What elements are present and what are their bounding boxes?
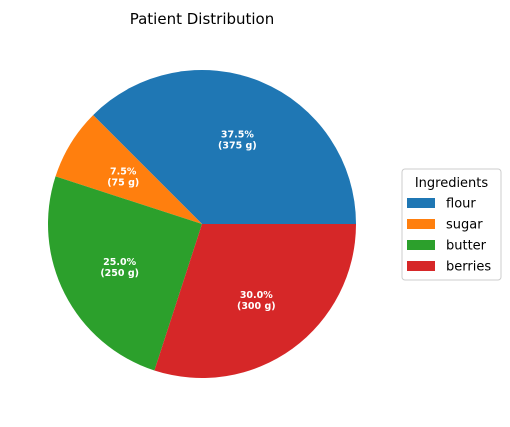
- pie-slices: [47, 69, 357, 378]
- pie-slice-sugar: [55, 115, 203, 224]
- legend-frame: [401, 168, 502, 281]
- legend-entries: flour sugar butter berries: [407, 197, 491, 275]
- pie-slice-berries: [154, 224, 357, 378]
- legend-swatch-butter: [407, 240, 435, 250]
- slice-percent-label: 7.5%: [110, 167, 137, 178]
- slice-value-label: (250 g): [100, 268, 139, 279]
- legend-swatch-sugar: [407, 219, 435, 229]
- slice-label-sugar: 7.5% (75 g): [107, 167, 139, 189]
- legend-swatch-flour: [407, 198, 435, 208]
- pie-slice-flour: [93, 69, 356, 224]
- slice-value-label: (375 g): [218, 141, 257, 152]
- slice-label-flour: 37.5% (375 g): [218, 130, 257, 152]
- slice-percent-label: 37.5%: [221, 130, 254, 141]
- legend-label-berries: berries: [446, 260, 491, 275]
- slice-value-label: (75 g): [107, 178, 139, 189]
- legend-label-flour: flour: [446, 197, 476, 212]
- legend-label-butter: butter: [446, 239, 487, 254]
- slice-label-butter: 25.0% (250 g): [100, 257, 139, 279]
- slice-value-label: (300 g): [237, 301, 276, 312]
- pie-slice-labels: 37.5% (375 g)7.5% (75 g)25.0% (250 g)30.0%(…: [100, 130, 275, 312]
- legend: Ingredients flour sugar butter berries: [401, 168, 502, 281]
- legend-entry-butter: butter: [407, 239, 487, 254]
- pie-slice-butter: [47, 176, 202, 371]
- legend-label-sugar: sugar: [446, 218, 483, 233]
- slice-percent-label: 25.0%: [103, 257, 136, 268]
- legend-entry-flour: flour: [407, 197, 476, 212]
- legend-swatch-berries: [407, 261, 435, 271]
- chart-title: Patient Distribution: [130, 10, 275, 28]
- legend-entry-sugar: sugar: [407, 218, 483, 233]
- slice-percent-label: 30.0%: [240, 290, 273, 301]
- legend-entry-berries: berries: [407, 260, 491, 275]
- slice-label-berries: 30.0% (300 g): [237, 290, 276, 312]
- legend-title: Ingredients: [415, 176, 489, 191]
